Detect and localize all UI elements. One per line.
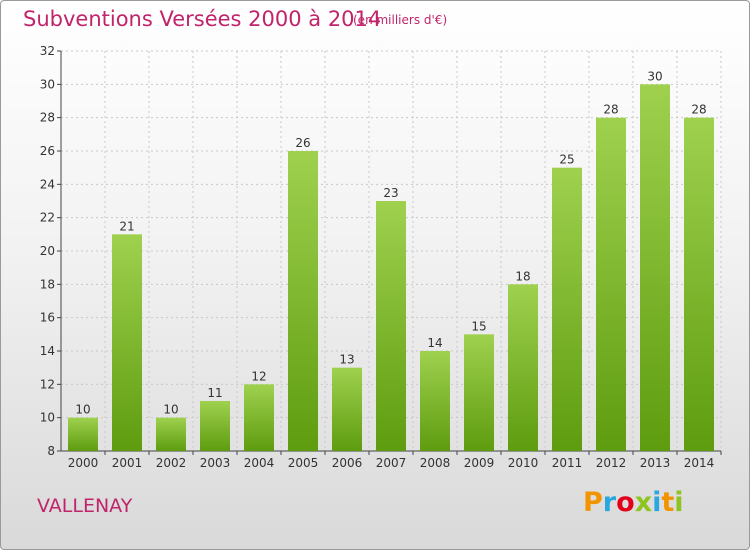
x-tick-label: 2010: [508, 456, 539, 470]
y-tick-label: 10: [40, 411, 55, 425]
x-tick-label: 2005: [288, 456, 319, 470]
data-label: 28: [603, 103, 618, 117]
data-label: 11: [207, 386, 222, 400]
commune-name: VALLENAY: [37, 495, 133, 517]
x-tick-label: 2012: [596, 456, 627, 470]
y-tick-label: 16: [40, 311, 55, 325]
data-label: 26: [295, 136, 310, 150]
data-label: 14: [427, 336, 442, 350]
bar: [552, 167, 582, 451]
logo-letter: r: [602, 487, 617, 518]
y-tick-label: 30: [40, 77, 55, 91]
x-tick-label: 2011: [552, 456, 583, 470]
chart-title: Subventions Versées 2000 à 2014: [23, 7, 382, 31]
bar: [68, 417, 98, 451]
x-tick-label: 2009: [464, 456, 495, 470]
y-tick-label: 14: [40, 344, 55, 358]
data-label: 10: [75, 403, 90, 417]
bar: [684, 117, 714, 452]
x-tick-label: 2014: [684, 456, 715, 470]
y-tick-label: 22: [40, 211, 55, 225]
bar: [112, 234, 142, 451]
x-tick-label: 2000: [68, 456, 99, 470]
data-label: 15: [471, 319, 486, 333]
y-tick-label: 8: [47, 444, 55, 458]
x-tick-label: 2004: [244, 456, 275, 470]
logo-letter: x: [634, 487, 653, 518]
data-label: 21: [119, 219, 134, 233]
data-label: 12: [251, 369, 266, 383]
y-tick-label: 26: [40, 144, 55, 158]
logo-letter: i: [674, 487, 684, 518]
y-tick-label: 28: [40, 111, 55, 125]
x-tick-label: 2006: [332, 456, 363, 470]
logo-letter: P: [583, 487, 603, 518]
data-label: 25: [559, 153, 574, 167]
y-tick-label: 32: [40, 44, 55, 58]
data-label: 30: [647, 69, 662, 83]
x-tick-label: 2001: [112, 456, 143, 470]
data-label: 23: [383, 186, 398, 200]
logo-letter: t: [661, 487, 675, 518]
bar: [640, 84, 670, 451]
chart-subtitle: (en milliers d'€): [353, 13, 448, 27]
x-tick-label: 2007: [376, 456, 407, 470]
logo-letter: o: [616, 487, 635, 518]
bar: [244, 384, 274, 451]
bar: [596, 117, 626, 452]
data-labels: 10 21 10 11 12 26 13 23 14 15 18 25 28 30 28: [75, 69, 706, 416]
bar: [332, 367, 362, 451]
bar: [464, 334, 494, 451]
y-tick-label: 18: [40, 277, 55, 291]
y-tick-label: 24: [40, 177, 55, 191]
x-tick-label: 2002: [156, 456, 187, 470]
data-label: 13: [339, 353, 354, 367]
bars: [68, 84, 714, 452]
data-label: 10: [163, 403, 178, 417]
y-tick-label: 12: [40, 377, 55, 391]
axes: 8 10 12 14 16 18 20 22 24 26 28 30 32 2000 2001 2002 200…: [40, 44, 722, 470]
x-tick-label: 2013: [640, 456, 671, 470]
bar: [200, 401, 230, 451]
x-tick-label: 2008: [420, 456, 451, 470]
logo-letter: i: [652, 487, 662, 518]
bar: [288, 151, 318, 451]
proxiti-logo[interactable]: Proxiti: [583, 487, 684, 518]
bar: [156, 417, 186, 451]
data-label: 18: [515, 269, 530, 283]
y-tick-label: 20: [40, 244, 55, 258]
x-tick-label: 2003: [200, 456, 231, 470]
bar: [508, 284, 538, 451]
data-label: 28: [691, 103, 706, 117]
bar: [420, 351, 450, 451]
bar: [376, 201, 406, 451]
